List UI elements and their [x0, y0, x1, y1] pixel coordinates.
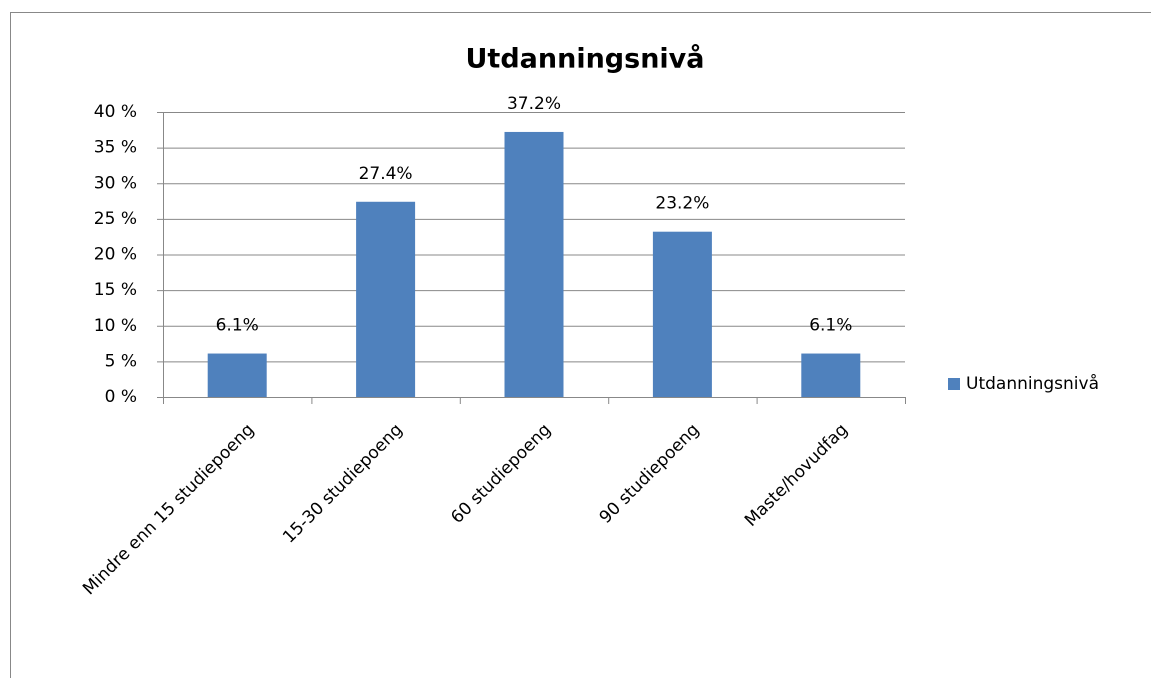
data-label: 6.1% — [216, 316, 259, 336]
chart-title: Utdanningsnivå — [466, 43, 705, 75]
bar — [207, 353, 267, 397]
bar — [801, 353, 861, 397]
bar — [652, 231, 712, 397]
y-tick-label: 15 % — [94, 280, 137, 300]
legend-swatch — [948, 378, 960, 390]
y-tick-label: 5 % — [105, 351, 137, 371]
legend-label: Utdanningsnivå — [966, 373, 1099, 394]
bar — [504, 131, 564, 397]
data-label: 23.2% — [655, 194, 709, 214]
y-tick-label: 0 % — [105, 387, 137, 407]
data-label: 27.4% — [359, 164, 413, 184]
bar — [356, 201, 416, 397]
y-tick-label: 35 % — [94, 138, 137, 158]
chart-frame — [10, 12, 1151, 678]
y-tick-label: 25 % — [94, 209, 137, 229]
y-tick-label: 10 % — [94, 316, 137, 336]
y-tick-label: 40 % — [94, 102, 137, 122]
data-label: 6.1% — [809, 316, 852, 336]
y-tick-label: 20 % — [94, 245, 137, 265]
y-tick-label: 30 % — [94, 173, 137, 193]
data-label: 37.2% — [507, 94, 561, 114]
